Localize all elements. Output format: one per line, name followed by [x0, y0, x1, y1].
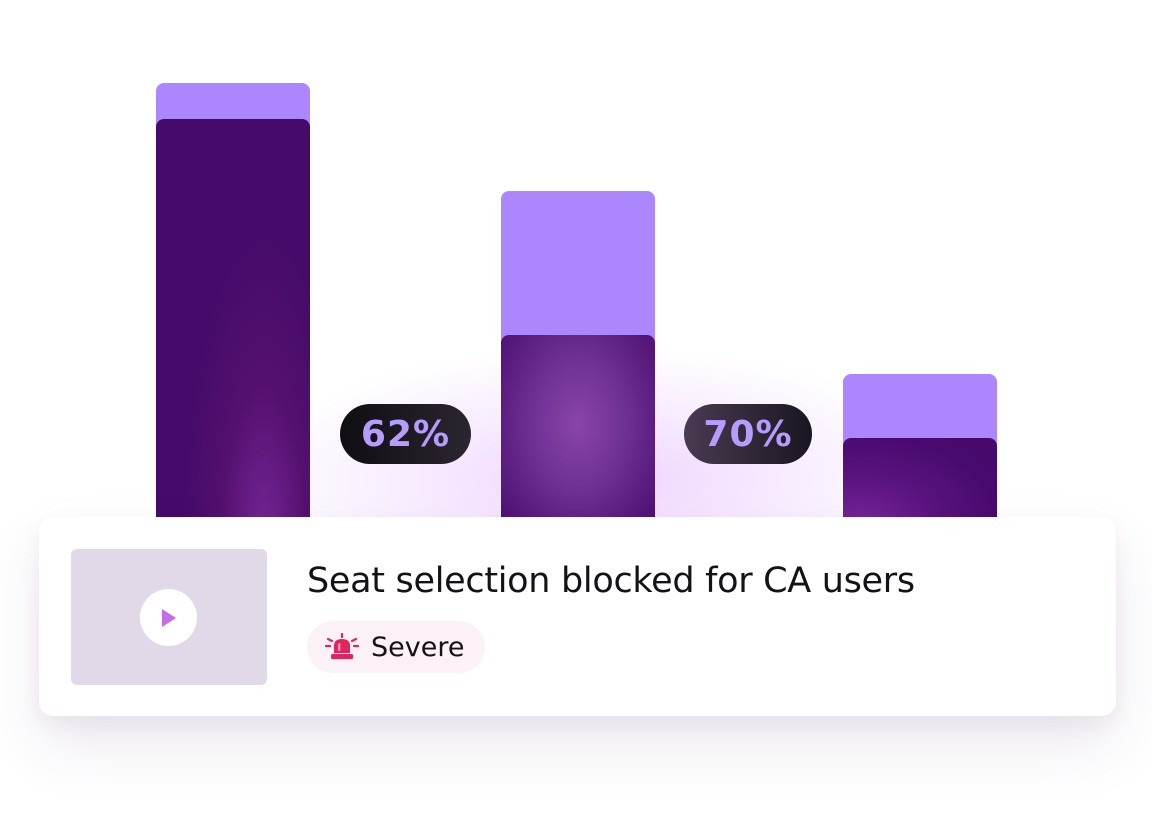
severity-label: Severe — [371, 631, 465, 663]
bar-2-converted — [501, 335, 655, 533]
conversion-rate-pill-2: 70% — [684, 404, 812, 464]
bar-1-converted — [156, 119, 310, 533]
play-icon — [161, 608, 176, 627]
severity-badge: Severe — [307, 621, 485, 673]
issue-title: Seat selection blocked for CA users — [307, 561, 915, 601]
play-button[interactable] — [140, 589, 197, 646]
siren-icon — [325, 633, 359, 659]
conversion-rate-pill-1: 62% — [340, 404, 471, 464]
issue-card[interactable]: Seat selection blocked for CA users Seve… — [39, 517, 1116, 716]
session-replay-thumbnail[interactable] — [71, 549, 267, 685]
